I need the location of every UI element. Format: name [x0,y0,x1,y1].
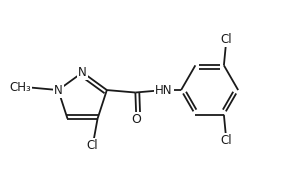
Text: Cl: Cl [221,134,232,147]
Text: N: N [54,83,62,97]
Text: O: O [131,113,141,126]
Text: CH₃: CH₃ [10,81,31,94]
Text: Cl: Cl [221,33,232,46]
Text: Cl: Cl [87,139,98,152]
Text: HN: HN [155,83,173,97]
Text: N: N [78,66,87,79]
